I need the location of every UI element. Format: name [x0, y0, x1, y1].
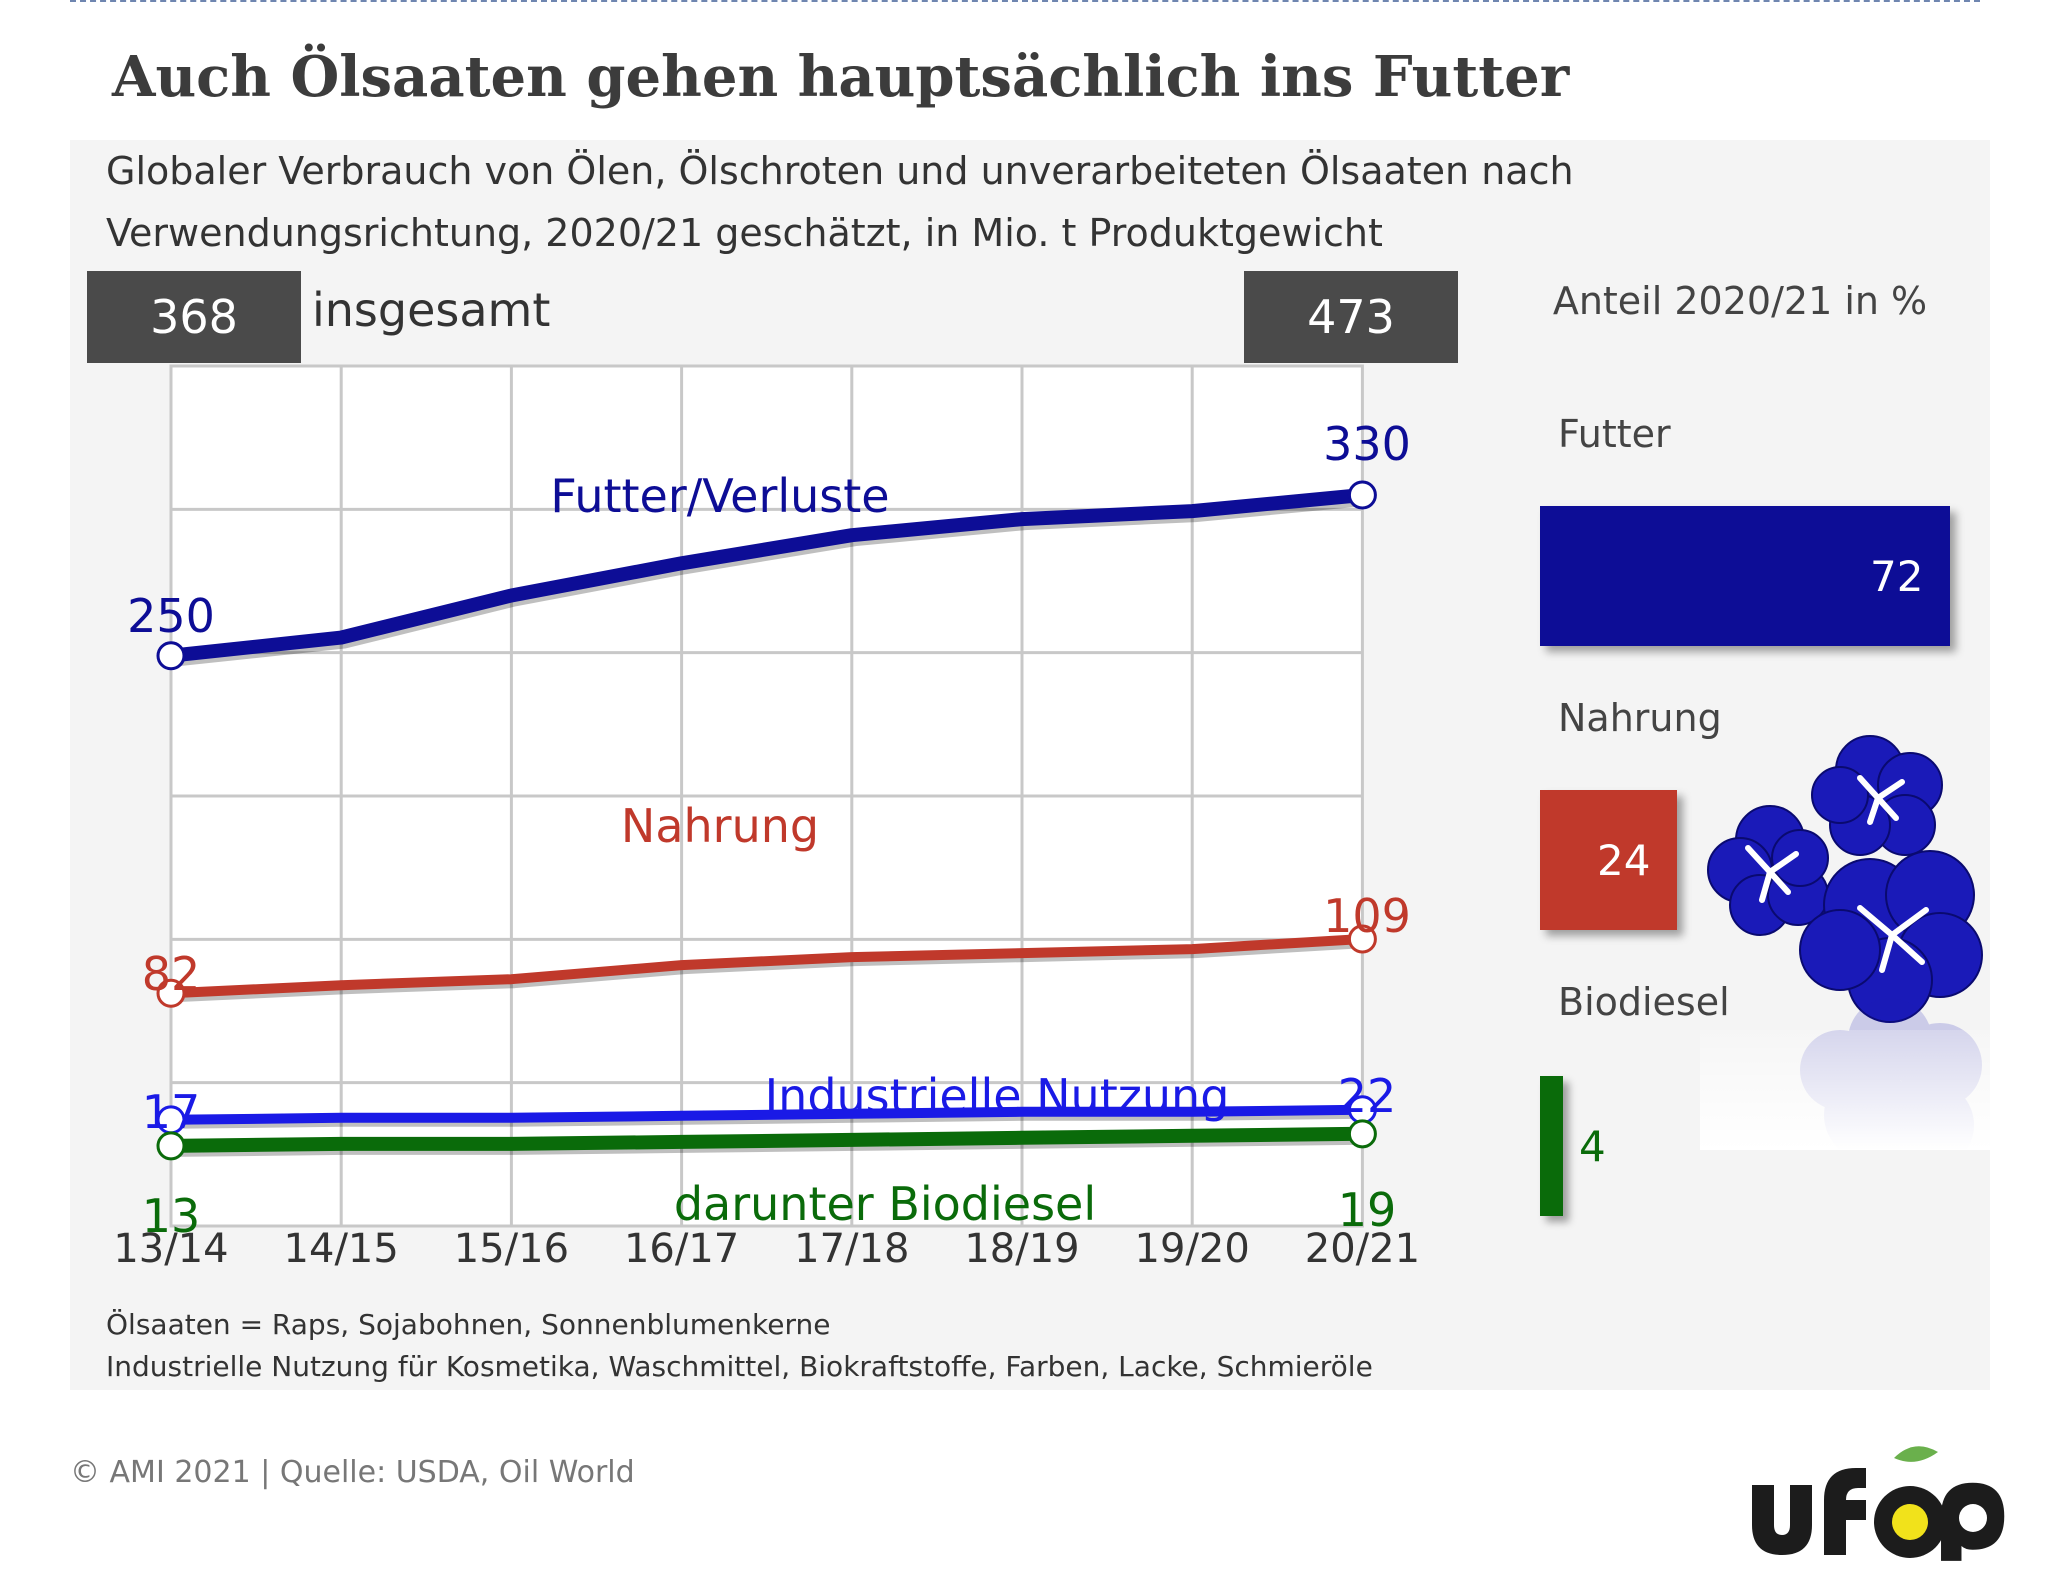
- x-tick-label: 13/14: [113, 1226, 228, 1272]
- series-line-futter-name: Futter/Verluste: [550, 469, 889, 523]
- series-line-nahrung: [166, 934, 1368, 999]
- total-label: insgesamt: [312, 283, 551, 337]
- x-tick-label: 14/15: [284, 1226, 399, 1272]
- share-bar-biodiesel: [1540, 1076, 1563, 1216]
- series-line-nahrung-end-label: 109: [1323, 889, 1411, 943]
- share-bar-nahrung: [1540, 790, 1677, 930]
- subtitle-line-2: Verwendungsrichtung, 2020/21 geschätzt, …: [106, 211, 1383, 255]
- flower-icon: [1700, 735, 1990, 1150]
- source-credit: © AMI 2021 | Quelle: USDA, Oil World: [70, 1455, 635, 1490]
- footnote-1: Ölsaaten = Raps, Sojabohnen, Sonnenblume…: [106, 1308, 831, 1341]
- series-endpoint: [156, 978, 186, 1008]
- series-line-biodiesel-end-label: 19: [1338, 1183, 1397, 1237]
- subtitle-line-1: Globaler Verbrauch von Ölen, Ölschroten …: [106, 149, 1574, 193]
- series-endpoint: [1347, 1119, 1377, 1149]
- series-line-futter: [164, 488, 1370, 663]
- series-line-nahrung-name: Nahrung: [621, 799, 819, 853]
- series-endpoint: [156, 641, 186, 671]
- x-tick-label: 17/18: [794, 1226, 909, 1272]
- share-label-futter: Futter: [1558, 412, 1671, 456]
- total-start-box: 368: [87, 271, 301, 363]
- x-tick-label: 16/17: [624, 1226, 739, 1272]
- series-line-futter-end-label: 330: [1323, 417, 1411, 471]
- series-line-biodiesel: [164, 1126, 1370, 1153]
- share-title: Anteil 2020/21 in %: [1552, 279, 1928, 323]
- series-line-biodiesel-name: darunter Biodiesel: [674, 1177, 1096, 1231]
- share-label-biodiesel: Biodiesel: [1558, 980, 1730, 1024]
- page-title: Auch Ölsaaten gehen hauptsächlich ins Fu…: [112, 44, 1570, 110]
- series-line-industrie-name: Industrielle Nutzung: [765, 1069, 1230, 1123]
- x-tick-label: 15/16: [454, 1226, 569, 1272]
- series-line-industrie: [166, 1104, 1368, 1125]
- subtitle: Globaler Verbrauch von Ölen, Ölschroten …: [106, 140, 1574, 264]
- series-endpoint: [1347, 480, 1377, 510]
- series-endpoint: [156, 1131, 186, 1161]
- series-line-nahrung-start-label: 82: [142, 947, 201, 1001]
- share-value-futter: 72: [1870, 552, 1924, 601]
- series-endpoint: [1347, 924, 1377, 954]
- share-value-biodiesel: 4: [1579, 1122, 1606, 1171]
- series-line-futter-start-label: 250: [127, 589, 215, 643]
- series-line-biodiesel-start-label: 13: [142, 1189, 201, 1243]
- x-tick-label: 18/19: [964, 1226, 1079, 1272]
- ufop-logo: [1752, 1446, 2005, 1561]
- x-tick-label: 20/21: [1305, 1226, 1420, 1272]
- share-value-nahrung: 24: [1597, 836, 1651, 885]
- share-bar-futter: [1540, 506, 1950, 646]
- x-tick-label: 19/20: [1135, 1226, 1250, 1272]
- chart-labels: 13/14 14/15 15/16 16/17 17/18 18/19 19/20 20/21…: [113, 417, 1420, 1272]
- series-line-industrie-end-label: 22: [1338, 1069, 1397, 1123]
- total-end-box: 473: [1244, 271, 1458, 363]
- top-divider: [70, 0, 1980, 2]
- series-line-industrie-start-label: 17: [142, 1085, 201, 1139]
- chart-series: [156, 480, 1377, 1161]
- footnote-2: Industrielle Nutzung für Kosmetika, Wasc…: [106, 1350, 1373, 1383]
- share-label-nahrung: Nahrung: [1558, 696, 1722, 740]
